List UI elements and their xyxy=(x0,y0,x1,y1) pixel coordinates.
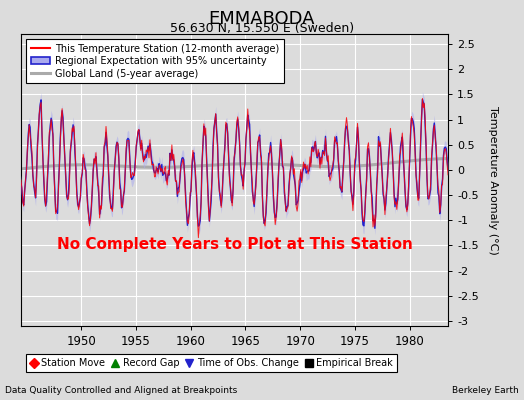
Text: No Complete Years to Plot at This Station: No Complete Years to Plot at This Statio… xyxy=(57,237,412,252)
Y-axis label: Temperature Anomaly (°C): Temperature Anomaly (°C) xyxy=(488,106,498,254)
Text: Data Quality Controlled and Aligned at Breakpoints: Data Quality Controlled and Aligned at B… xyxy=(5,386,237,395)
Text: EMMABODA: EMMABODA xyxy=(209,10,315,28)
Text: 56.630 N, 15.550 E (Sweden): 56.630 N, 15.550 E (Sweden) xyxy=(170,22,354,35)
Legend: Station Move, Record Gap, Time of Obs. Change, Empirical Break: Station Move, Record Gap, Time of Obs. C… xyxy=(26,354,397,372)
Text: Berkeley Earth: Berkeley Earth xyxy=(452,386,519,395)
